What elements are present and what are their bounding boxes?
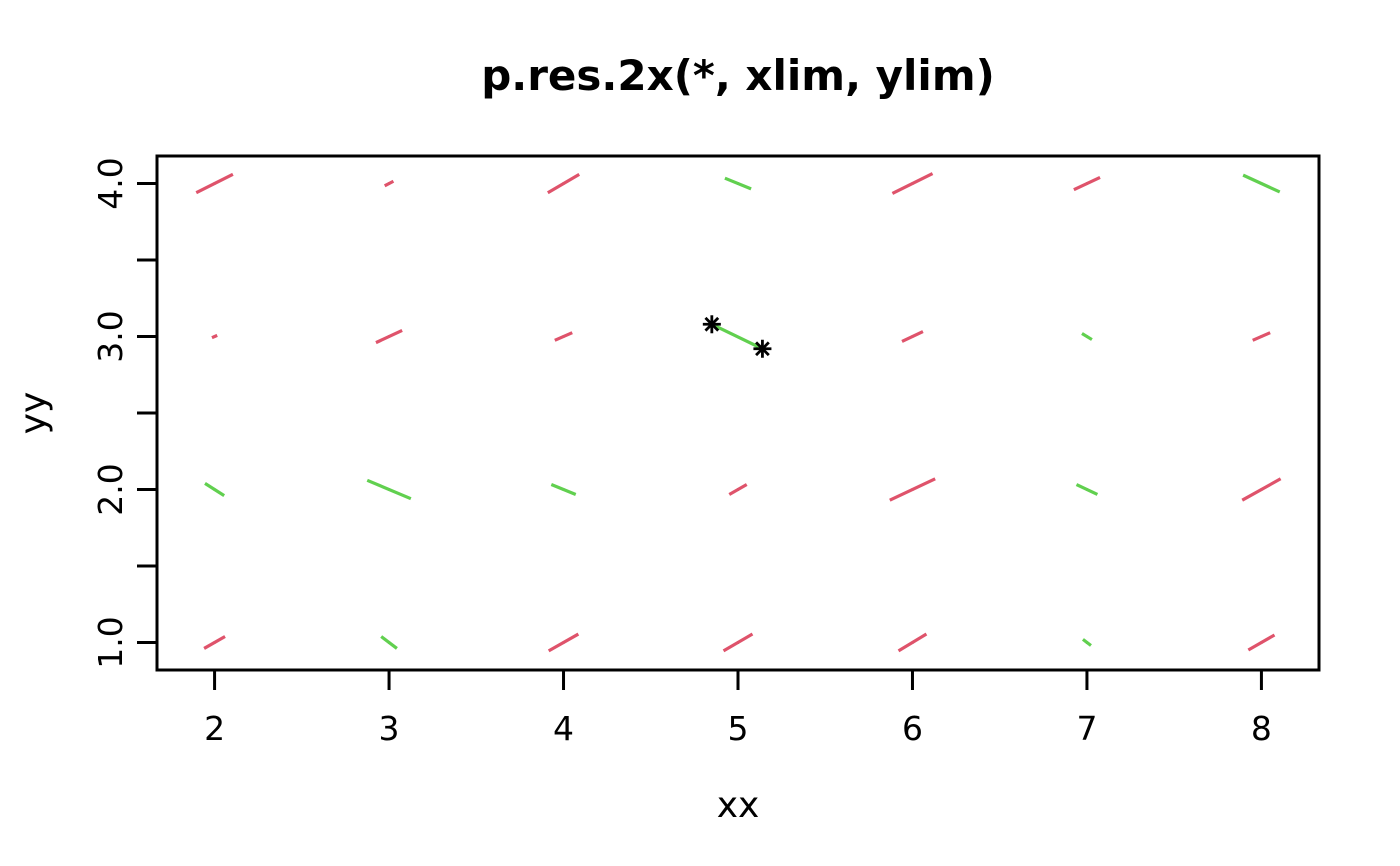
residual-segment [366, 478, 412, 501]
x-axis-label: xx [717, 785, 760, 826]
residual-segment [1073, 175, 1101, 192]
y-axis-label: yy [13, 392, 54, 435]
y-tick-label: 4.0 [91, 157, 130, 209]
residual-segment [722, 632, 754, 653]
residual-segment [1075, 483, 1099, 496]
residual-segment [901, 330, 924, 343]
residual-segment [203, 635, 226, 650]
residual-segment [724, 176, 752, 191]
residual-segment [1081, 638, 1092, 647]
highlight-connector-line [711, 322, 764, 351]
residual-segment [889, 477, 936, 502]
residual-segment [550, 483, 577, 496]
x-tick-label: 3 [379, 709, 400, 748]
x-tick-label: 4 [553, 709, 574, 748]
residual-segment [728, 483, 748, 496]
residual-segment [380, 635, 398, 650]
x-tick-label: 6 [902, 709, 923, 748]
residual-segment [1081, 332, 1093, 341]
residual-segment [204, 482, 226, 497]
residual-segment [554, 331, 573, 342]
y-tick-label: 1.0 [91, 616, 130, 668]
x-tick-label: 8 [1251, 709, 1272, 748]
residual-segment [897, 632, 928, 653]
residual-segment [1241, 477, 1282, 502]
residual-segment [383, 179, 395, 188]
x-tick-label: 2 [204, 709, 225, 748]
y-tick-label: 2.0 [91, 463, 130, 515]
residual-segment [547, 632, 580, 653]
x-tick-label: 5 [728, 709, 749, 748]
y-tick-label: 3.0 [91, 310, 130, 362]
residual-segment [1252, 331, 1271, 342]
residual-segment [547, 172, 581, 195]
residual-segment [195, 172, 234, 195]
residual-segment [375, 328, 403, 345]
plot-title: p.res.2x(*, xlim, ylim) [481, 51, 995, 100]
residual-segment [1242, 173, 1281, 194]
residual-segment [211, 333, 218, 340]
asterisk-marker [704, 316, 720, 332]
residual-segment [1247, 633, 1276, 652]
plot-generated-content: 2 3 4 5 6 7 8 1.0 2.0 3.0 4.0 [91, 154, 1321, 748]
residual-segment [891, 172, 934, 195]
x-tick-label: 7 [1076, 709, 1097, 748]
asterisk-marker [755, 341, 770, 357]
plot-box [155, 154, 1321, 672]
